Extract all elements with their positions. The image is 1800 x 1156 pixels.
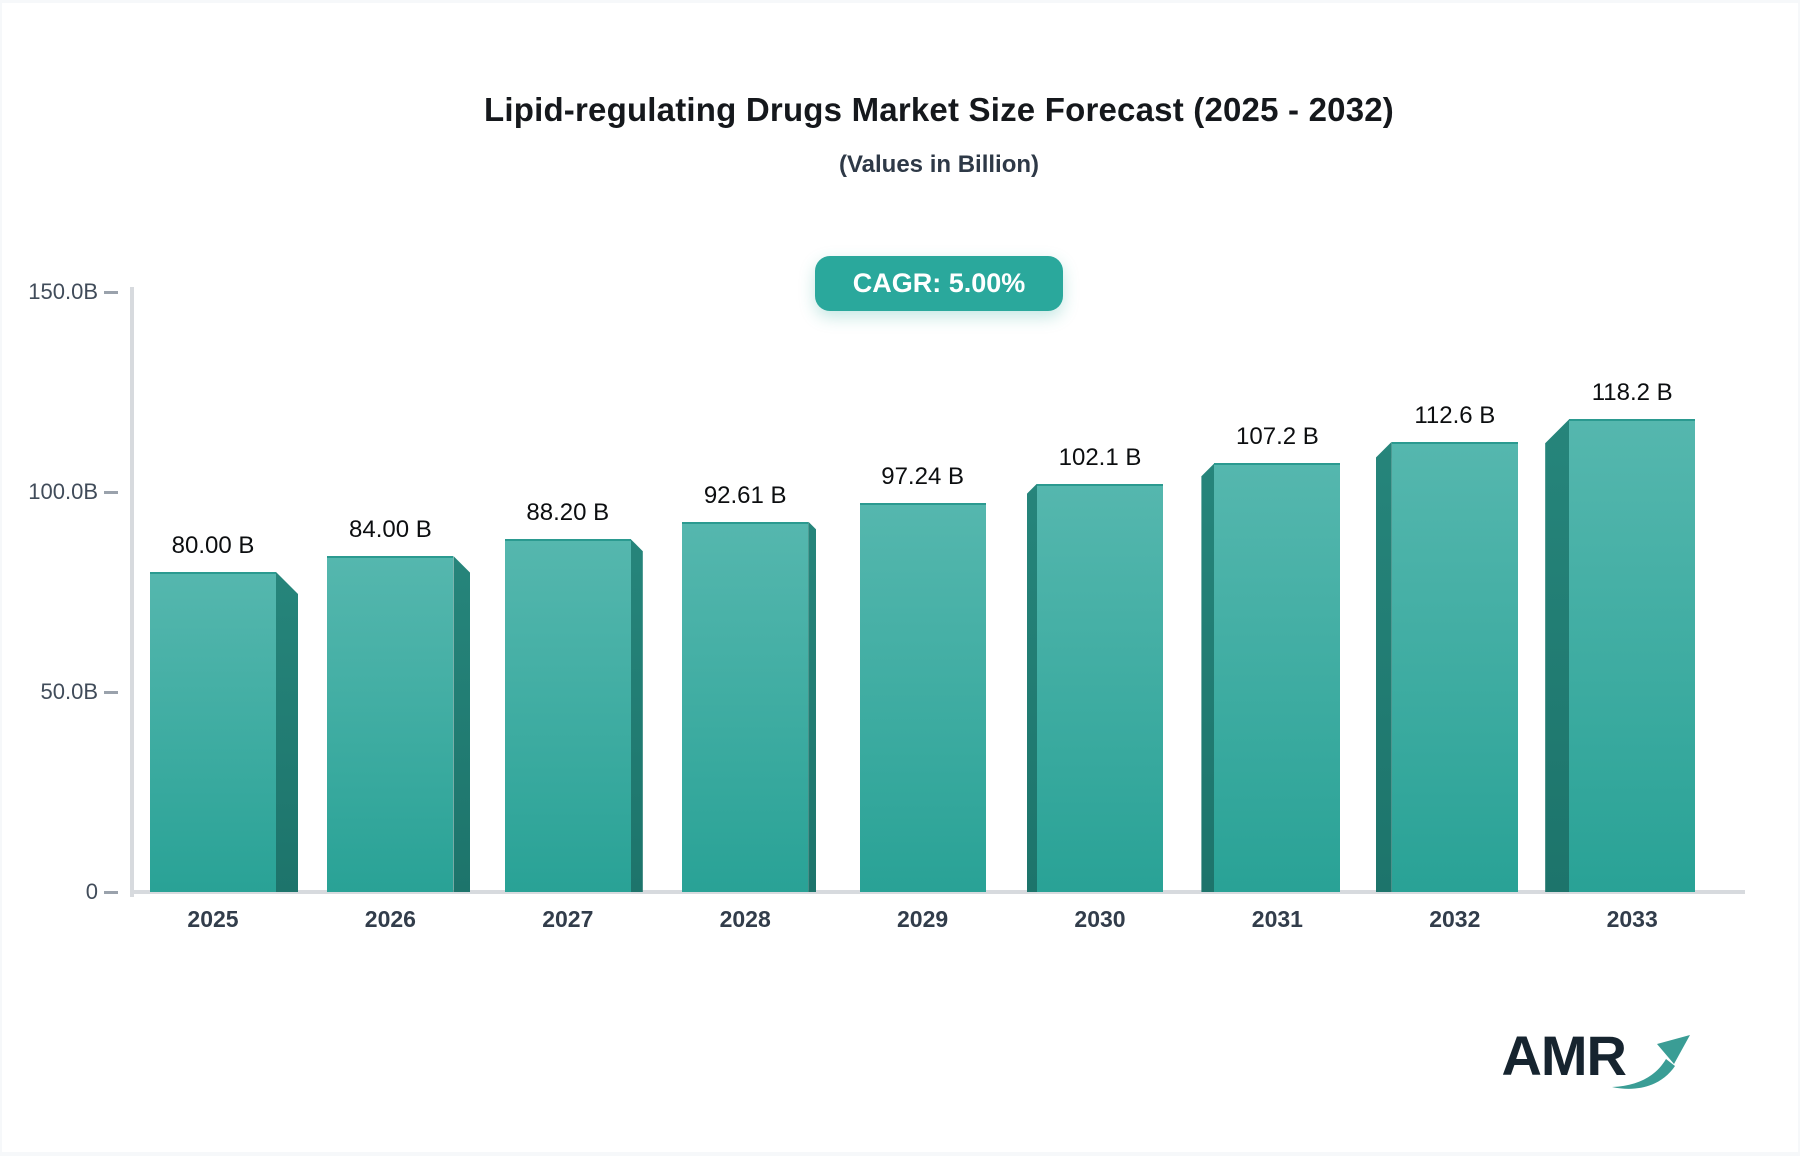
bar-2027	[504, 539, 631, 892]
y-axis-tick	[104, 890, 118, 894]
y-axis-tick	[104, 690, 118, 694]
x-axis-line	[130, 890, 1745, 894]
bar-side-face	[1201, 463, 1215, 892]
bar-value-label: 92.61 B	[703, 481, 787, 509]
y-axis-tick	[104, 490, 118, 494]
y-axis-tick-label: 50.0B	[40, 679, 99, 704]
x-axis-label: 2025	[187, 906, 239, 932]
chart-title: Lipid-regulating Drugs Market Size Forec…	[484, 91, 1394, 128]
bar-value-label: 80.00 B	[171, 532, 255, 559]
x-axis-label: 2028	[719, 906, 771, 932]
x-axis-label: 2026	[364, 906, 416, 932]
x-axis-label: 2029	[897, 906, 949, 932]
bar-side-face	[276, 572, 298, 892]
y-axis-tick-label: 0	[85, 879, 98, 904]
amr-logo-text: AMR	[1501, 1024, 1627, 1087]
bar-2031	[1214, 463, 1341, 892]
bar-side-face	[1027, 483, 1037, 892]
bar-value-label: 97.24 B	[881, 463, 964, 491]
bar-value-label: 102.1 B	[1058, 443, 1142, 471]
bar-value-label: 84.00 B	[349, 516, 432, 543]
x-axis-label: 2033	[1606, 906, 1658, 932]
bar-side-face	[453, 556, 471, 892]
bar-value-label: 88.20 B	[526, 499, 610, 527]
x-axis-label: 2031	[1251, 906, 1303, 932]
bar-2033	[1569, 419, 1696, 892]
cagr-badge: CAGR: 5.00%	[814, 256, 1064, 311]
bar-side-face	[808, 521, 817, 892]
bar-2028	[682, 521, 809, 892]
cagr-badge-row: CAGR: 5.00%	[133, 256, 1745, 311]
y-axis-tick-label: 100.0B	[28, 479, 98, 504]
bar-value-label: 107.2 B	[1236, 423, 1319, 451]
chart-subtitle: (Values in Billion)	[838, 151, 1040, 178]
chart-card: Lipid-regulating Drugs Market Size Forec…	[2, 3, 1798, 1152]
y-axis-tick	[104, 290, 118, 294]
bar-2026	[327, 556, 454, 892]
y-axis-tick-label: 150.0B	[28, 279, 98, 304]
bar-2030	[1037, 483, 1163, 892]
bar-side-face	[1375, 441, 1392, 892]
bar-side-face	[630, 539, 643, 892]
growth-arrow-icon	[1612, 1035, 1690, 1089]
bar-value-label: 118.2 B	[1591, 379, 1673, 407]
x-axis-label: 2027	[542, 906, 594, 932]
bar-2029	[859, 503, 986, 892]
x-axis-label: 2030	[1074, 906, 1126, 932]
y-axis-line	[130, 287, 134, 897]
bar-side-face	[1545, 419, 1570, 892]
bar-2025	[150, 572, 276, 892]
bar-chart: 0 50.0B 100.0B 150.0B 80.00 B 2025 84.00 B 2026…	[2, 3, 1798, 1152]
bar-value-label: 112.6 B	[1414, 401, 1496, 429]
bar-2032	[1391, 441, 1518, 892]
amr-logo: AMR	[1501, 1025, 1694, 1093]
x-axis-label: 2032	[1429, 906, 1481, 932]
